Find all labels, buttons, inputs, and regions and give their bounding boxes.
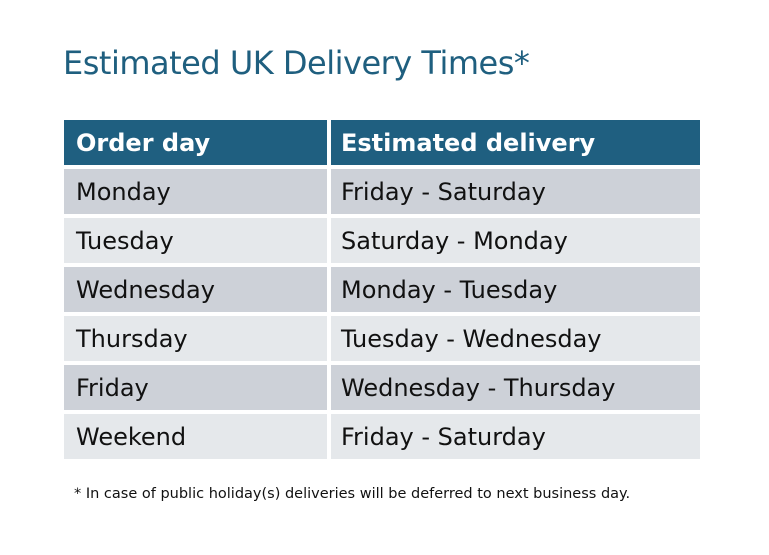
delivery-cell: Friday - Saturday xyxy=(331,414,700,459)
header-order-day: Order day xyxy=(64,120,327,165)
delivery-cell: Friday - Saturday xyxy=(331,169,700,214)
delivery-cell: Tuesday - Wednesday xyxy=(331,316,700,361)
page-title: Estimated UK Delivery Times* xyxy=(63,44,530,82)
order-day-cell: Wednesday xyxy=(64,267,327,312)
delivery-cell: Saturday - Monday xyxy=(331,218,700,263)
footnote: * In case of public holiday(s) deliverie… xyxy=(74,486,631,502)
table-row: Weekend Friday - Saturday xyxy=(64,414,700,459)
header-estimated-delivery: Estimated delivery xyxy=(331,120,700,165)
table-row: Tuesday Saturday - Monday xyxy=(64,218,700,263)
delivery-table: Order day Estimated delivery Monday Frid… xyxy=(64,120,700,463)
table-row: Wednesday Monday - Tuesday xyxy=(64,267,700,312)
table-row: Thursday Tuesday - Wednesday xyxy=(64,316,700,361)
order-day-cell: Thursday xyxy=(64,316,327,361)
delivery-cell: Monday - Tuesday xyxy=(331,267,700,312)
order-day-cell: Tuesday xyxy=(64,218,327,263)
order-day-cell: Monday xyxy=(64,169,327,214)
delivery-cell: Wednesday - Thursday xyxy=(331,365,700,410)
table-row: Monday Friday - Saturday xyxy=(64,169,700,214)
order-day-cell: Weekend xyxy=(64,414,327,459)
table-header-row: Order day Estimated delivery xyxy=(64,120,700,165)
order-day-cell: Friday xyxy=(64,365,327,410)
table-row: Friday Wednesday - Thursday xyxy=(64,365,700,410)
